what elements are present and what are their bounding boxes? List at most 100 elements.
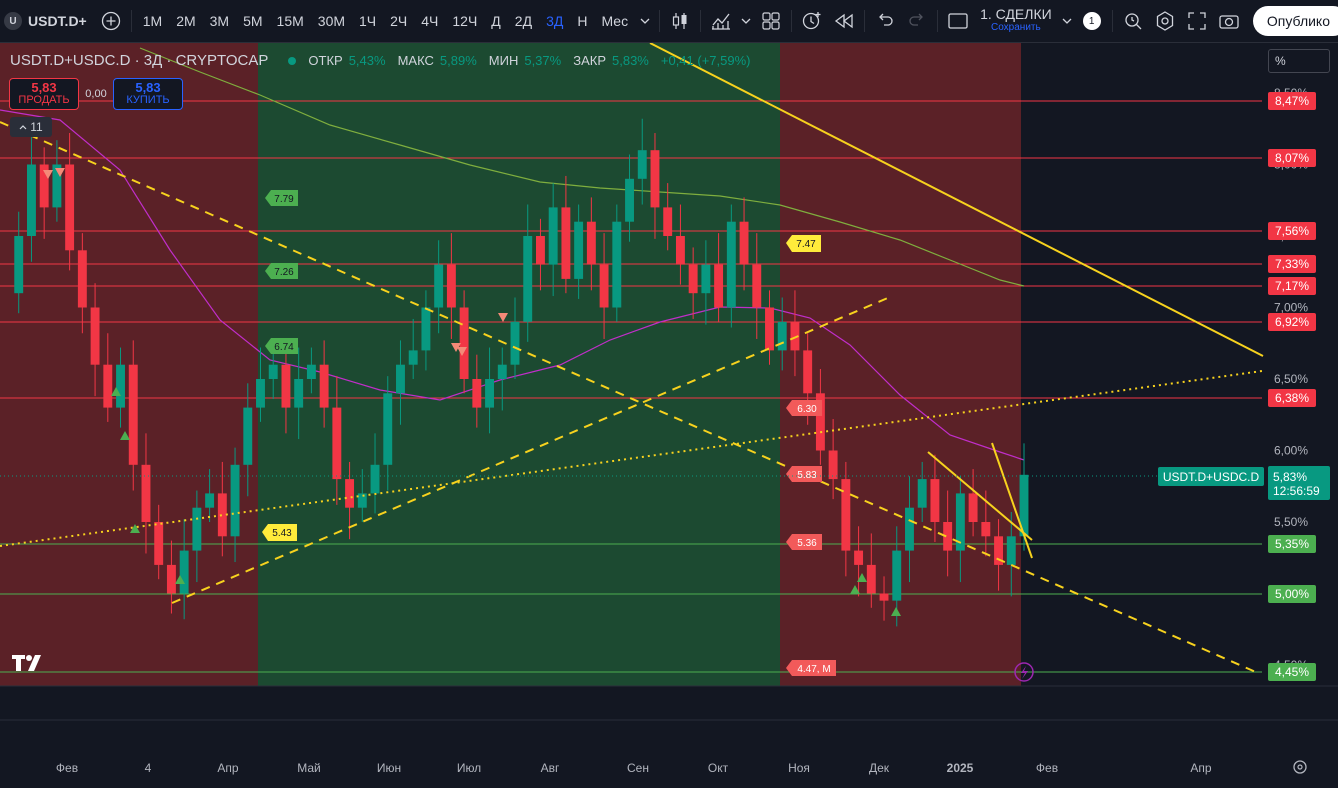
candle-body[interactable]	[256, 379, 265, 408]
legend-title[interactable]: USDT.D+USDC.D · 3Д · CRYPTOCAP	[10, 52, 269, 69]
interval-11[interactable]: 2Д	[514, 13, 533, 29]
candle-body[interactable]	[943, 522, 953, 551]
level-price-tag[interactable]	[1268, 222, 1316, 240]
publish-button[interactable]: Опублико	[1252, 6, 1338, 36]
alerts-count-button[interactable]: 1	[1076, 5, 1108, 37]
interval-dropdown-icon[interactable]	[635, 5, 655, 37]
candle-body[interactable]	[39, 164, 49, 208]
candle-body[interactable]	[828, 450, 838, 480]
candle-body[interactable]	[345, 479, 355, 508]
interval-2[interactable]: 3М	[209, 13, 230, 29]
candle-body[interactable]	[459, 307, 469, 380]
candle-body[interactable]	[243, 407, 253, 465]
candle-body[interactable]	[815, 393, 825, 451]
scale-mode-button[interactable]: %	[1268, 49, 1330, 73]
level-price-tag[interactable]	[1268, 255, 1316, 273]
candle-body[interactable]	[1019, 474, 1029, 537]
templates-grid-icon[interactable]	[755, 5, 787, 37]
candles-icon[interactable]	[664, 5, 696, 37]
candle-body[interactable]	[586, 221, 596, 265]
candle-body[interactable]	[205, 493, 215, 508]
candle-body[interactable]	[548, 207, 558, 265]
candle-body[interactable]	[446, 264, 456, 308]
candle-body[interactable]	[701, 264, 711, 294]
candle-body[interactable]	[599, 264, 609, 308]
candle-body[interactable]	[612, 221, 622, 308]
interval-9[interactable]: 12Ч	[452, 13, 478, 29]
candle-body[interactable]	[268, 364, 278, 379]
level-price-tag[interactable]	[1268, 585, 1316, 603]
candle-body[interactable]	[179, 550, 189, 594]
candle-body[interactable]	[841, 479, 851, 551]
candle-body[interactable]	[1006, 536, 1016, 565]
settings-gear-icon[interactable]	[1149, 5, 1181, 37]
level-price-tag[interactable]	[1268, 92, 1316, 110]
candle-body[interactable]	[535, 236, 545, 265]
wedge-line[interactable]	[991, 442, 1033, 559]
candle-body[interactable]	[396, 364, 405, 394]
candle-body[interactable]	[930, 479, 940, 522]
interval-12[interactable]: 3Д	[546, 13, 564, 29]
candle-body[interactable]	[752, 264, 762, 308]
level-marker-red[interactable]	[786, 660, 836, 676]
interval-3[interactable]: 5М	[243, 13, 263, 29]
candle-body[interactable]	[332, 407, 342, 480]
replay-icon[interactable]	[828, 5, 860, 37]
candle-body[interactable]	[637, 150, 647, 179]
candle-body[interactable]	[981, 522, 991, 537]
level-marker-red[interactable]	[786, 466, 822, 482]
axis-settings-gear-icon[interactable]	[1293, 760, 1307, 774]
level-price-tag[interactable]	[1268, 389, 1316, 407]
level-price-tag[interactable]	[1268, 149, 1316, 167]
candle-body[interactable]	[357, 493, 367, 508]
level-marker-red[interactable]	[786, 400, 822, 416]
candle-body[interactable]	[192, 507, 202, 551]
candle-body[interactable]	[90, 307, 100, 365]
sell-button[interactable]: 5,83 ПРОДАТЬ	[9, 78, 79, 110]
candle-body[interactable]	[26, 164, 36, 237]
layout-name-button[interactable]: 1. СДЕЛКИ Сохранить	[974, 0, 1058, 42]
candle-body[interactable]	[230, 464, 240, 537]
interval-6[interactable]: 1Ч	[359, 13, 377, 29]
candle-body[interactable]	[892, 550, 902, 601]
candle-body[interactable]	[955, 493, 965, 551]
candle-body[interactable]	[650, 150, 660, 208]
interval-13[interactable]: Н	[577, 13, 588, 29]
candle-body[interactable]	[370, 464, 380, 494]
candle-body[interactable]	[485, 379, 495, 408]
candle-body[interactable]	[166, 564, 176, 594]
events-lightning-icon[interactable]	[1014, 662, 1034, 682]
level-price-tag[interactable]	[1268, 663, 1316, 681]
candle-body[interactable]	[14, 236, 24, 294]
candle-body[interactable]	[523, 236, 533, 322]
candle-body[interactable]	[77, 250, 87, 308]
candle-body[interactable]	[383, 393, 393, 465]
candle-body[interactable]	[65, 164, 75, 251]
trendline-dashed[interactable]	[0, 121, 1259, 674]
interval-8[interactable]: 4Ч	[421, 13, 439, 29]
undo-icon[interactable]	[869, 5, 901, 37]
interval-4[interactable]: 15М	[276, 13, 304, 29]
trendline-dotted[interactable]	[0, 370, 1263, 547]
candle-body[interactable]	[739, 221, 749, 265]
quick-search-icon[interactable]	[1117, 5, 1149, 37]
candle-body[interactable]	[968, 493, 978, 522]
candle-body[interactable]	[905, 507, 914, 551]
candle-body[interactable]	[688, 264, 698, 294]
candle-body[interactable]	[306, 364, 316, 379]
trendline-solid[interactable]	[649, 42, 1264, 357]
snapshot-camera-icon[interactable]	[1213, 5, 1245, 37]
candle-body[interactable]	[510, 321, 520, 365]
level-marker-green[interactable]	[265, 190, 298, 206]
candle-body[interactable]	[281, 364, 291, 408]
chart-area[interactable]: 7.79 7.26 6.74 7.47 5.43 6.30 5.83 5.36 4.47, M 8…	[0, 42, 1338, 783]
candle-body[interactable]	[726, 221, 736, 308]
wedge-line[interactable]	[927, 451, 1033, 541]
candle-body[interactable]	[777, 321, 787, 351]
candle-body[interactable]	[765, 307, 774, 351]
candle-body[interactable]	[866, 564, 876, 594]
level-price-tag[interactable]	[1268, 535, 1316, 553]
candle-body[interactable]	[917, 479, 927, 508]
level-price-tag[interactable]	[1268, 277, 1316, 295]
indicators-collapse-button[interactable]: 11	[10, 117, 52, 137]
